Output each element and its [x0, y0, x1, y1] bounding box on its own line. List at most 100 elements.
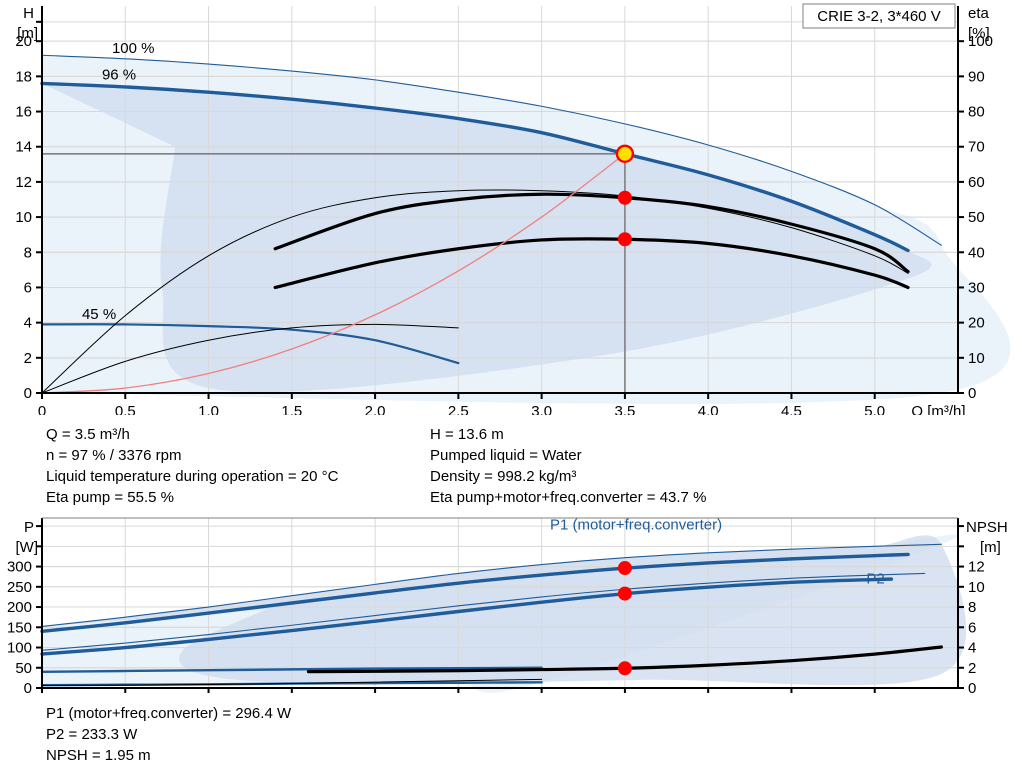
readout-line: Liquid temperature during operation = 20…	[46, 468, 339, 485]
svg-text:6: 6	[24, 279, 32, 296]
curve-100-speed-head	[41, 54, 942, 246]
svg-text:250: 250	[7, 579, 32, 596]
svg-text:8: 8	[968, 599, 976, 616]
svg-text:150: 150	[7, 619, 32, 636]
svg-text:3.0: 3.0	[531, 403, 552, 415]
readout-line: Pumped liquid = Water	[430, 447, 582, 464]
curve-45-speed-head-min-	[40, 323, 460, 365]
readout-line: H = 13.6 m	[430, 426, 504, 443]
eta-pump-point	[617, 190, 632, 205]
curve-p2-96-duty-	[40, 577, 894, 656]
npsh-duty-point	[617, 661, 632, 676]
svg-text:3.5: 3.5	[614, 403, 635, 415]
title-box: CRIE 3-2, 3*460 V	[802, 3, 956, 29]
svg-text:10: 10	[15, 209, 32, 226]
readout-line: P2 = 233.3 W	[46, 726, 138, 743]
curves	[40, 54, 942, 394]
svg-text:20: 20	[968, 315, 985, 332]
readout-duty-left: Q = 3.5 m³/h n = 97 % / 3376 rpm Liquid …	[46, 424, 338, 508]
svg-text:Q [m³/h]: Q [m³/h]	[911, 403, 965, 415]
markers	[615, 144, 635, 247]
svg-text:50: 50	[968, 209, 985, 226]
x-axis: 0 0.5 1.0 1.5 2.0 2.5 3.0 3.5 4.0 4.5 5.0 Q [m³/h]	[38, 393, 966, 415]
readout-power: P1 (motor+freq.converter) = 296.4 W P2 =…	[46, 703, 291, 766]
svg-text:CRIE 3-2, 3*460 V: CRIE 3-2, 3*460 V	[817, 8, 940, 25]
svg-text:H: H	[23, 5, 34, 22]
svg-text:[m]: [m]	[980, 539, 1001, 556]
readout-duty-right: H = 13.6 m Pumped liquid = Water Density…	[430, 424, 706, 508]
svg-text:P1 (motor+freq.converter): P1 (motor+freq.converter)	[550, 516, 722, 533]
axes	[41, 6, 959, 394]
svg-text:0: 0	[38, 403, 46, 415]
p1-duty-point	[617, 561, 632, 576]
svg-text:14: 14	[15, 139, 32, 156]
power-npsh-chart: P1 (motor+freq.converter)P20501001502002…	[7, 516, 1008, 697]
svg-text:0: 0	[968, 680, 976, 697]
p2-duty-point	[617, 586, 632, 601]
svg-text:4: 4	[24, 315, 32, 332]
readout-line: P1 (motor+freq.converter) = 296.4 W	[46, 705, 292, 722]
svg-text:eta: eta	[968, 5, 990, 22]
svg-text:70: 70	[968, 139, 985, 156]
svg-text:8: 8	[24, 244, 32, 261]
svg-text:2.5: 2.5	[448, 403, 469, 415]
y-axis-left: 0 2 4 6 8 10 12 14 16 18 20 H [m]	[15, 5, 42, 402]
svg-text:10: 10	[968, 579, 985, 596]
curve-p1-45-min-speed	[40, 666, 543, 674]
svg-text:1.0: 1.0	[198, 403, 219, 415]
svg-text:5.0: 5.0	[864, 403, 885, 415]
svg-text:12: 12	[15, 174, 32, 191]
operating-envelope-mid	[42, 83, 932, 393]
curve-p1-motor-freq-converter-96-duty-	[40, 552, 910, 634]
curve-eta-pump	[41, 189, 909, 394]
svg-text:[%]: [%]	[968, 25, 990, 42]
markers	[617, 561, 632, 676]
svg-text:80: 80	[968, 104, 985, 121]
plot-background	[42, 6, 1011, 404]
svg-text:[m]: [m]	[17, 25, 38, 42]
svg-text:6: 6	[968, 619, 976, 636]
readout-line: Density = 998.2 kg/m³	[430, 468, 577, 485]
svg-text:4: 4	[968, 640, 976, 657]
svg-text:200: 200	[7, 599, 32, 616]
curve-system-curve	[41, 153, 626, 394]
svg-text:16: 16	[15, 104, 32, 121]
curve-p2-100-	[41, 572, 926, 651]
y-axis-right: 0 2 4 6 8 10 12 NPSH [m]	[958, 519, 1008, 697]
svg-text:P2: P2	[866, 571, 884, 588]
svg-text:300: 300	[7, 559, 32, 576]
readout-line: n = 97 % / 3376 rpm	[46, 447, 182, 464]
svg-text:4.0: 4.0	[698, 403, 719, 415]
readout-line: NPSH = 1.95 m	[46, 747, 151, 764]
svg-text:100 %: 100 %	[112, 40, 155, 57]
svg-text:18: 18	[15, 68, 32, 85]
curve-eta-low-speed-branch	[41, 323, 459, 394]
svg-text:2: 2	[968, 660, 976, 677]
svg-text:60: 60	[968, 174, 985, 191]
svg-text:4.5: 4.5	[781, 403, 802, 415]
eta-total-point	[617, 232, 632, 247]
svg-text:40: 40	[968, 244, 985, 261]
curve-npsh-min-speed-branch	[41, 678, 543, 686]
svg-text:45 %: 45 %	[82, 306, 116, 323]
svg-text:90: 90	[968, 68, 985, 85]
curve-p1-motor-freq-converter-100-	[41, 543, 942, 628]
svg-text:0.5: 0.5	[115, 403, 136, 415]
svg-text:30: 30	[968, 279, 985, 296]
x-axis	[41, 688, 876, 693]
svg-text:0: 0	[24, 385, 32, 402]
svg-text:[W]: [W]	[16, 539, 39, 556]
svg-text:10: 10	[968, 350, 985, 367]
svg-text:P: P	[24, 519, 34, 536]
svg-text:12: 12	[968, 559, 985, 576]
y-axis-right: 0 10 20 30 40 50 60 70 80 90 100 eta [%]	[958, 5, 993, 402]
svg-text:100: 100	[7, 640, 32, 657]
svg-text:1.5: 1.5	[281, 403, 302, 415]
readout-line: Q = 3.5 m³/h	[46, 426, 130, 443]
curve-96-speed-head-duty-	[40, 81, 910, 253]
svg-text:20: 20	[15, 33, 32, 50]
svg-text:2: 2	[24, 350, 32, 367]
y-axis-left: 0 50 100 150 200 250 300 P [W]	[7, 519, 42, 697]
series-annotations: P1 (motor+freq.converter) P2	[550, 516, 885, 587]
curve-annotations: 100 % 96 % 45 %	[82, 40, 155, 323]
